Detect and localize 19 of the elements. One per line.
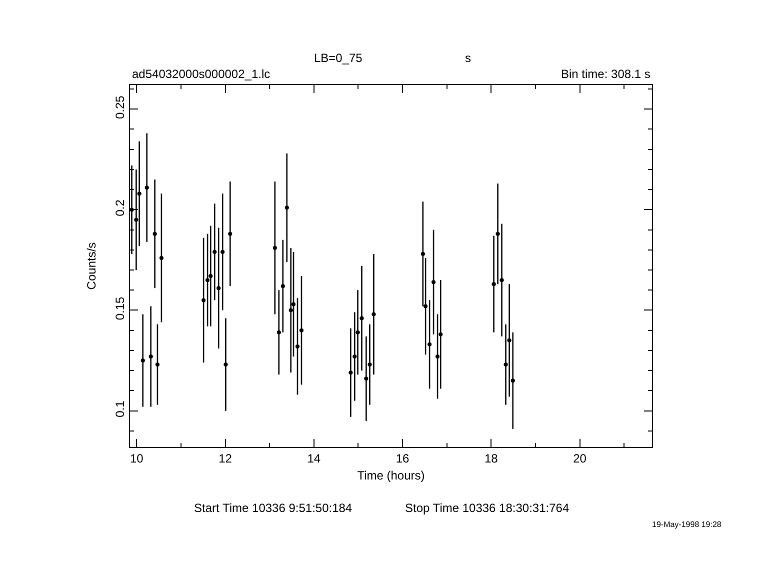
x-tick-label: 14 [307,452,321,466]
text: Start Time 10336 9:51:50:184 [194,501,352,515]
x-tick-label: 16 [396,452,410,466]
text: ad54032000s000002_1.lc [132,67,270,81]
x-tick-label: 12 [218,452,232,466]
text: Bin time: 308.1 s [561,67,650,81]
y-tick-label: 0.2 [113,199,128,216]
y-tick-label: 0.25 [113,95,128,120]
x-axis-title: Time (hours) [357,468,425,482]
x-tick-label: 18 [484,452,498,466]
text: 19-May-1998 19:28 [652,520,722,529]
y-tick-label: 0.1 [113,400,128,418]
y-tick-label: 0.15 [113,296,128,320]
x-tick-label: 10 [130,452,144,466]
text: s [465,51,471,65]
text: Stop Time 10336 18:30:31:764 [405,501,570,515]
x-tick-label: 20 [573,452,587,466]
chart-title: LB=0_75 [314,51,363,66]
y-axis-title: Counts/s [84,242,98,290]
